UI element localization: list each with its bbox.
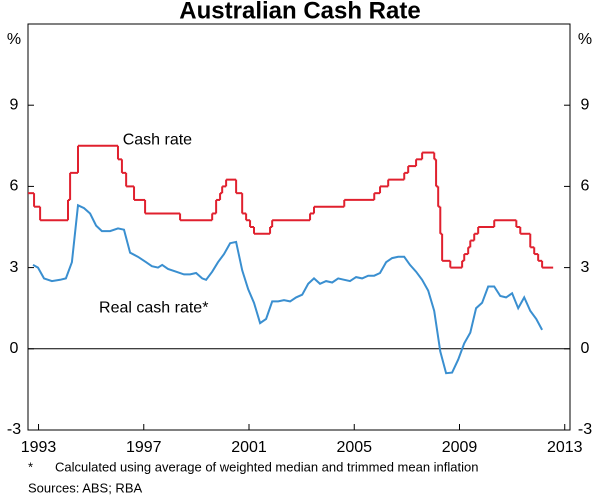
series-label: Cash rate: [123, 132, 192, 149]
y-tick-label: -3: [7, 421, 21, 438]
footnote: Calculated using average of weighted med…: [55, 459, 478, 474]
series-line: [32, 203, 543, 375]
y-tick-label-right: 9: [581, 96, 590, 113]
y-tick-label: 6: [10, 178, 19, 195]
x-tick-label: 2013: [547, 439, 583, 456]
y-tick-label-right: 0: [581, 340, 590, 357]
x-tick-label: 1997: [126, 439, 162, 456]
y-tick-label-right: 3: [581, 259, 590, 276]
footnote-marker: *: [28, 459, 33, 474]
y-tick-label-right: 6: [581, 178, 590, 195]
y-tick-label: 9: [10, 96, 19, 113]
chart-title: Australian Cash Rate: [179, 0, 420, 24]
y-unit-left: %: [7, 31, 21, 48]
x-tick-label: 2001: [231, 439, 267, 456]
x-tick-label: 2009: [442, 439, 478, 456]
y-tick-label-right: -3: [578, 421, 592, 438]
sources: Sources: ABS; RBA: [28, 480, 142, 495]
plot-frame: [27, 23, 571, 431]
y-unit-right: %: [578, 31, 592, 48]
x-tick-label: 1993: [21, 439, 57, 456]
y-tick-label: 0: [10, 340, 19, 357]
x-tick-label: 2005: [336, 439, 372, 456]
y-tick-label: 3: [10, 259, 19, 276]
series-label: Real cash rate*: [99, 299, 208, 316]
